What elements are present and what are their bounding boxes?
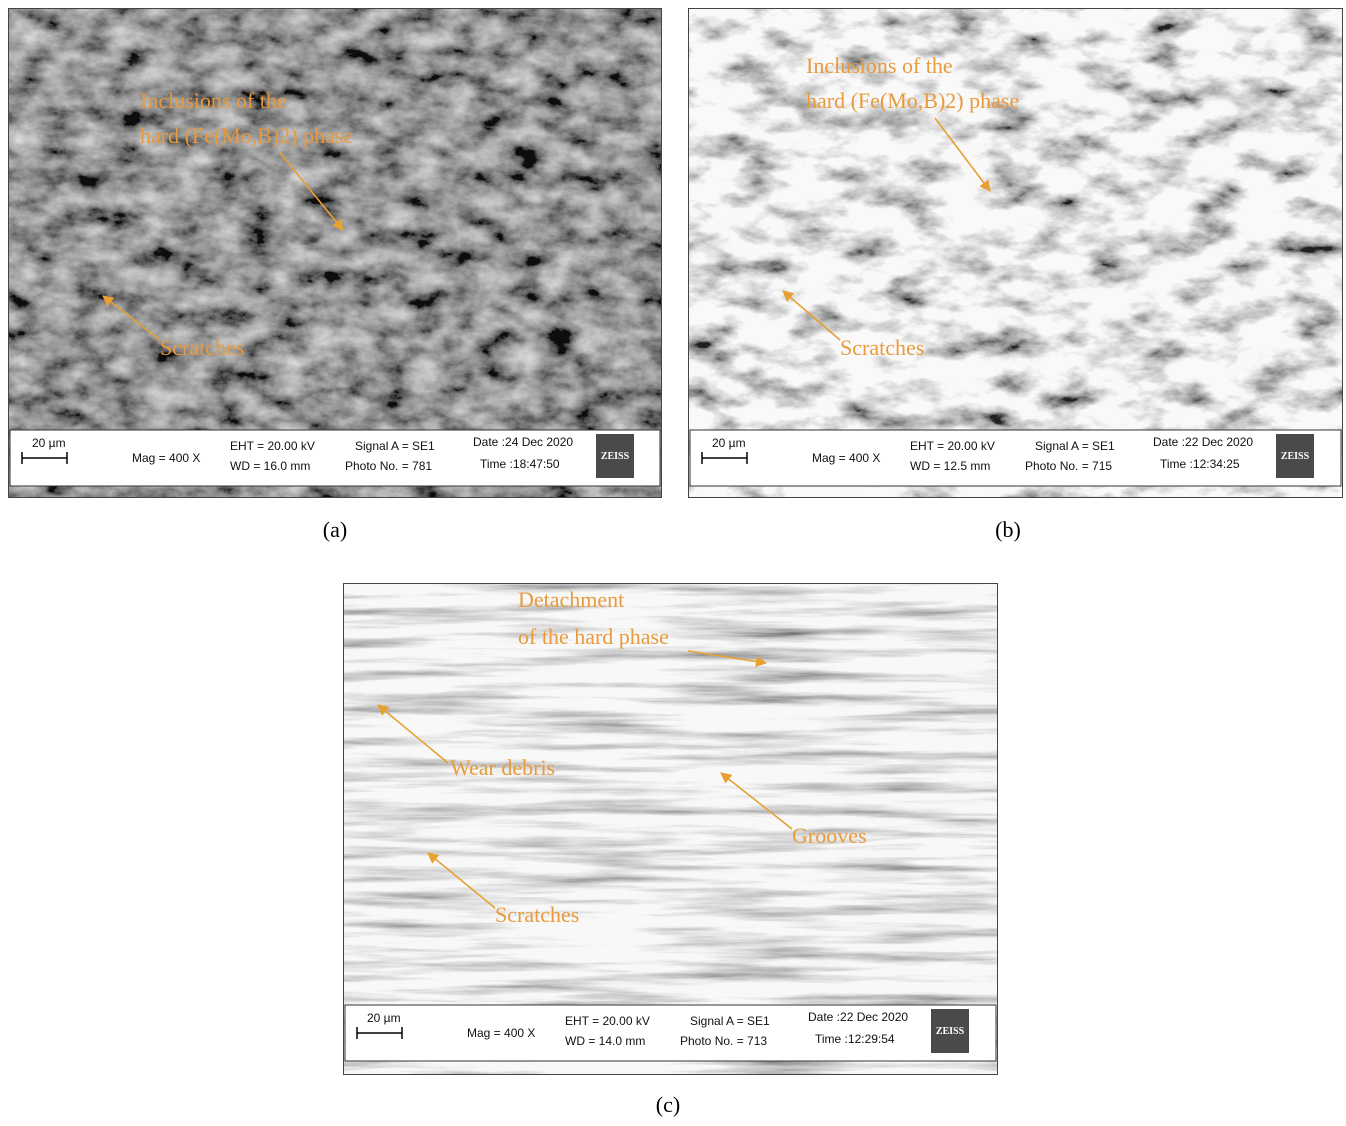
annotation-label: Grooves	[792, 823, 867, 848]
micrograph	[688, 8, 1343, 498]
annotation-label: of the hard phase	[518, 624, 669, 649]
annotation-label: Detachment	[518, 587, 624, 612]
signal: Signal A = SE1	[1035, 439, 1115, 453]
mag: Mag = 400 X	[467, 1026, 535, 1040]
annotation-label: Inclusions of the	[806, 53, 953, 78]
mag: Mag = 400 X	[812, 451, 880, 465]
eht: EHT = 20.00 kV	[565, 1014, 650, 1028]
micrograph	[8, 8, 662, 498]
eht: EHT = 20.00 kV	[230, 439, 315, 453]
panel: Detachment of the hard phase Wear debris Gr…	[343, 583, 998, 1075]
signal: Signal A = SE1	[690, 1014, 770, 1028]
caption: (c)	[656, 1092, 680, 1117]
time: Time :18:47:50	[480, 457, 560, 471]
wd: WD = 14.0 mm	[565, 1034, 645, 1048]
date: Date :22 Dec 2020	[1153, 435, 1253, 449]
wd: WD = 16.0 mm	[230, 459, 310, 473]
logo: ZEISS	[1281, 451, 1310, 462]
caption: (a)	[323, 517, 347, 542]
date: Date :22 Dec 2020	[808, 1010, 908, 1024]
info-bar: 20 µm Mag = 400 X EHT = 20.00 kV WD = 16.0 …	[10, 430, 660, 486]
figure: Inclusions of the hard (Fe(Mo,B)2) phase S…	[0, 0, 1346, 1126]
annotation-label: hard (Fe(Mo,B)2) phase	[140, 123, 353, 148]
info-bar: 20 µm Mag = 400 X EHT = 20.00 kV WD = 14.0 …	[345, 1005, 996, 1061]
caption: (b)	[995, 517, 1021, 542]
panel: Inclusions of the hard (Fe(Mo,B)2) phase S…	[8, 8, 662, 498]
logo: ZEISS	[936, 1026, 965, 1037]
logo: ZEISS	[601, 451, 630, 462]
date: Date :24 Dec 2020	[473, 435, 573, 449]
annotation-label: Scratches	[160, 335, 244, 360]
signal: Signal A = SE1	[355, 439, 435, 453]
scale-label: 20 µm	[32, 436, 66, 450]
scale-label: 20 µm	[712, 436, 746, 450]
time: Time :12:29:54	[815, 1032, 895, 1046]
annotation-label: Inclusions of the	[140, 88, 287, 113]
panels: Inclusions of the hard (Fe(Mo,B)2) phase S…	[8, 8, 1343, 1075]
annotation-label: Wear debris	[450, 755, 555, 780]
photo: Photo No. = 781	[345, 459, 432, 473]
info-bar: 20 µm Mag = 400 X EHT = 20.00 kV WD = 12.5 …	[690, 430, 1341, 486]
annotation-label: Scratches	[495, 902, 579, 927]
micrograph	[343, 583, 998, 1075]
mag: Mag = 400 X	[132, 451, 200, 465]
wd: WD = 12.5 mm	[910, 459, 990, 473]
scale-label: 20 µm	[367, 1011, 401, 1025]
annotation-label: Scratches	[840, 335, 924, 360]
time: Time :12:34:25	[1160, 457, 1240, 471]
eht: EHT = 20.00 kV	[910, 439, 995, 453]
annotation-label: hard (Fe(Mo,B)2) phase	[806, 88, 1019, 113]
photo: Photo No. = 715	[1025, 459, 1112, 473]
panel: Inclusions of the hard (Fe(Mo,B)2) phase S…	[688, 8, 1343, 498]
photo: Photo No. = 713	[680, 1034, 767, 1048]
